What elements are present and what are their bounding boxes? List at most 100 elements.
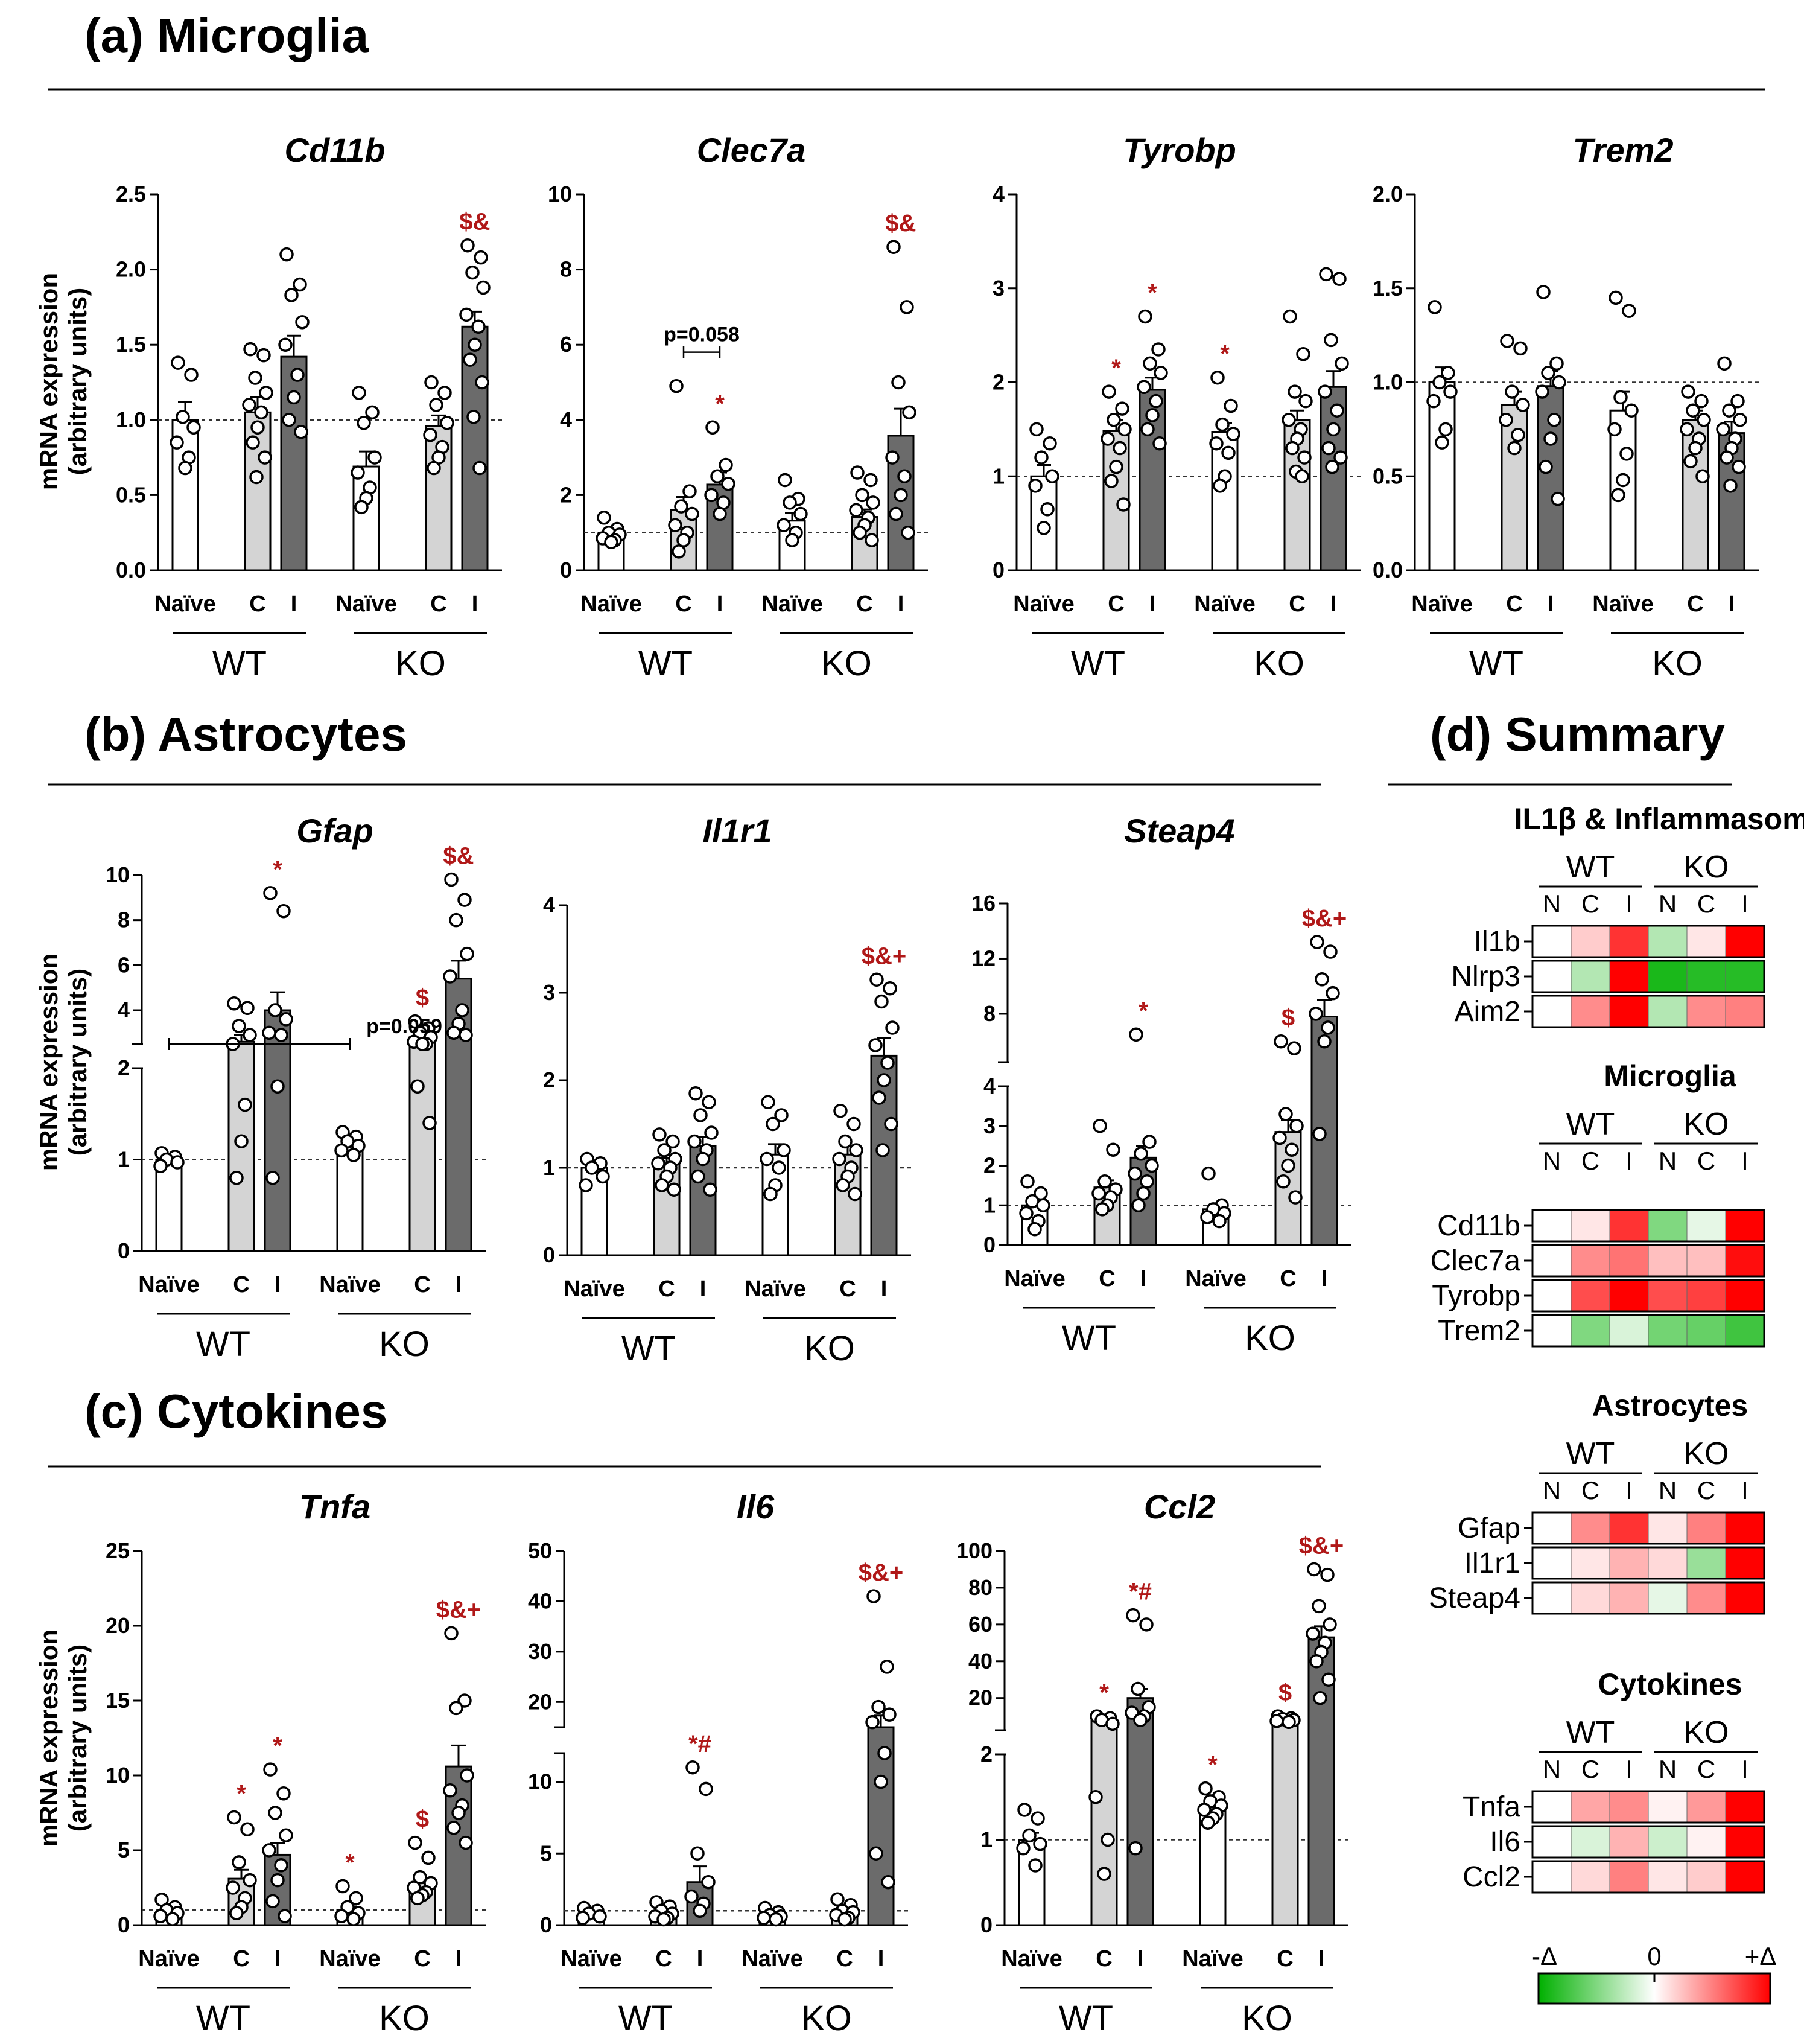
data-point (774, 1108, 789, 1122)
heatmap-column-label: N (1659, 1755, 1677, 1783)
data-point (1536, 285, 1551, 299)
heatmap-cell (1609, 1279, 1649, 1312)
y-axis-label-line1: mRNA expression (34, 273, 63, 490)
y-axis-label-line2: (arbitrary units) (63, 288, 92, 475)
data-point (1435, 435, 1449, 450)
data-point (1552, 375, 1566, 390)
data-point (1320, 1567, 1335, 1582)
chart-title: Clec7a (697, 131, 806, 169)
data-point (256, 348, 271, 363)
data-point (346, 1148, 361, 1162)
data-point (1281, 1158, 1295, 1173)
x-tick-label: Naïve (1194, 591, 1255, 617)
data-point (1697, 413, 1711, 427)
data-point (1107, 413, 1121, 427)
data-point (830, 1892, 845, 1906)
data-point (1285, 441, 1300, 456)
data-point (1109, 459, 1123, 474)
data-point (295, 315, 310, 330)
data-point (1142, 1135, 1157, 1149)
data-point (1151, 342, 1166, 357)
heatmap-cell (1686, 1547, 1726, 1579)
x-tick-label: C (655, 1946, 672, 1972)
data-point (1213, 479, 1227, 493)
heatmap-row-frame (1531, 1314, 1765, 1348)
data-point (846, 1116, 861, 1132)
group-label: WT (196, 1325, 250, 1364)
bar (244, 411, 272, 571)
data-point (1029, 422, 1044, 437)
x-tick-label: I (291, 591, 297, 617)
x-tick-label: Naïve (1004, 1266, 1065, 1291)
data-point (1210, 370, 1225, 385)
significance-label: $& (885, 210, 916, 237)
data-point (885, 450, 900, 465)
data-point (1723, 479, 1738, 493)
y-tick-label: 20 (106, 1613, 130, 1638)
data-point (1323, 1617, 1337, 1632)
heatmap-cell (1571, 1547, 1610, 1579)
heatmap-cell (1686, 1826, 1726, 1858)
x-tick-label: Naïve (335, 591, 396, 617)
data-point (460, 238, 475, 253)
x-tick-label: C (658, 1276, 675, 1302)
group-label: WT (1059, 1999, 1113, 2038)
data-point (1309, 1007, 1323, 1021)
data-point (836, 1178, 850, 1192)
y-tick-label: 6 (560, 332, 572, 357)
data-point (1197, 1803, 1212, 1817)
bar (1537, 385, 1564, 571)
data-point (1133, 1713, 1148, 1727)
data-point (719, 457, 733, 473)
data-point (1330, 403, 1344, 418)
heatmap-cell (1532, 1512, 1572, 1544)
section-title-summary: (d) Summary (1430, 707, 1725, 761)
x-tick-label: C (233, 1272, 249, 1297)
data-point (1097, 1867, 1111, 1881)
data-point (1115, 401, 1129, 416)
data-point (1622, 304, 1636, 318)
data-point (880, 1660, 894, 1674)
data-point (287, 390, 301, 405)
data-point (1298, 393, 1313, 409)
group-label: KO (379, 1325, 430, 1364)
x-tick-label: C (1280, 1266, 1296, 1291)
data-point (687, 1134, 702, 1149)
y-tick-label: 0 (993, 558, 1005, 582)
x-tick-label: I (717, 591, 723, 617)
x-tick-label: C (430, 591, 446, 617)
data-point (262, 1843, 276, 1858)
data-point (1611, 488, 1625, 503)
heatmap-row-label: Trem2 (1438, 1315, 1520, 1347)
data-point (429, 398, 443, 412)
bar (264, 1009, 291, 1252)
data-point (334, 1909, 349, 1923)
y-tick-label: 1.0 (1373, 370, 1403, 395)
section-title-microglia: (a) Microglia (84, 8, 369, 62)
x-tick-label: C (836, 1946, 853, 1972)
y-axis-label-line1: mRNA expression (34, 954, 63, 1171)
chart-title: Steap4 (1124, 812, 1235, 850)
data-point (1443, 384, 1458, 399)
data-point (1269, 1714, 1284, 1728)
bar (280, 355, 308, 571)
data-point (1688, 441, 1703, 456)
heatmap-row-label: Il6 (1490, 1826, 1520, 1858)
data-point (1117, 422, 1132, 437)
data-point (446, 1025, 461, 1040)
heatmap-block-title: Astrocytes (1592, 1389, 1748, 1422)
x-tick-label: Naïve (154, 591, 215, 617)
chart-title: Ccl2 (1144, 1488, 1215, 1526)
data-point (254, 405, 268, 420)
heatmap-cell (1532, 925, 1572, 958)
data-point (443, 969, 457, 984)
data-point (1101, 1832, 1115, 1847)
data-point (1136, 1186, 1151, 1201)
data-point (1324, 333, 1338, 348)
data-point (457, 893, 472, 907)
heatmap-cell (1571, 1209, 1610, 1242)
data-point (1335, 356, 1349, 371)
data-point (886, 240, 901, 254)
